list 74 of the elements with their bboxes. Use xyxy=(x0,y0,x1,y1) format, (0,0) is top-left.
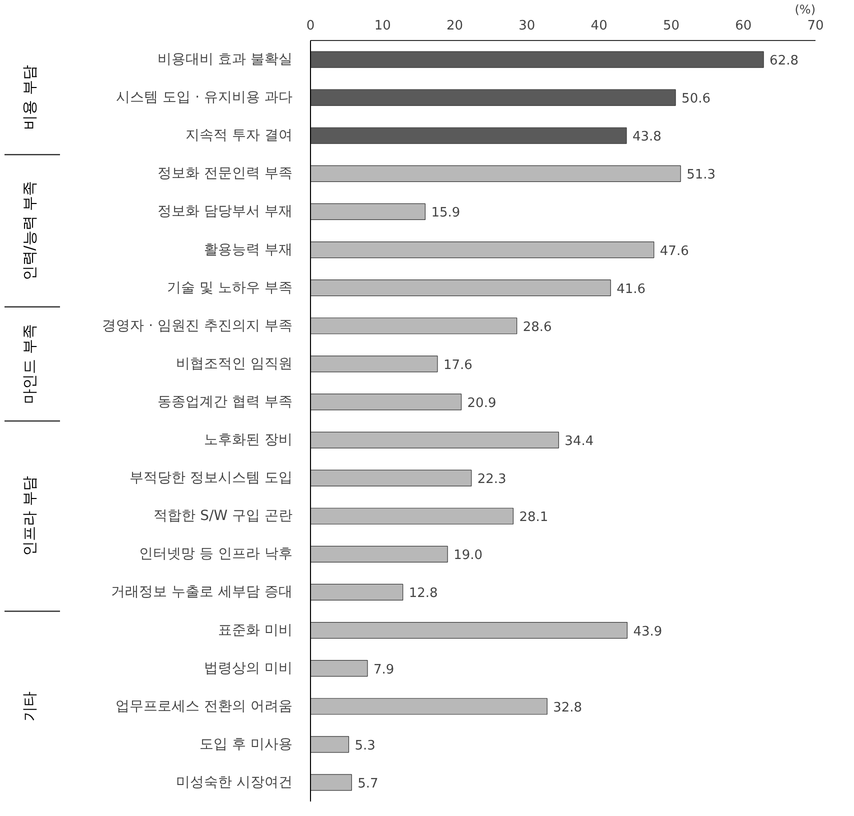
data-label: 32.8 xyxy=(553,700,582,716)
y-tick-label: 비용대비 효과 불확실 xyxy=(158,52,293,68)
y-tick-label: 정보화 담당부서 부재 xyxy=(158,204,293,220)
data-label: 28.6 xyxy=(522,320,552,335)
bar xyxy=(310,470,472,486)
x-tick-label: 30 xyxy=(518,18,536,34)
data-label: 43.9 xyxy=(633,624,662,640)
data-label: 47.6 xyxy=(660,244,689,259)
bar xyxy=(310,51,764,68)
data-label: 5.3 xyxy=(354,738,376,754)
y-tick-label: 적합한 S/W 구입 곤란 xyxy=(154,508,292,524)
bar xyxy=(310,432,559,448)
y-tick-label: 업무프로세스 전환의 어려움 xyxy=(116,698,293,714)
y-tick-label: 표준화 미비 xyxy=(218,622,293,638)
bar xyxy=(310,394,462,410)
bar xyxy=(310,241,654,258)
y-tick-label: 미성숙한 시장여건 xyxy=(176,774,293,790)
bar xyxy=(310,318,518,334)
bar xyxy=(310,774,352,791)
y-tick-label: 경영자 · 임원진 추진의지 부족 xyxy=(102,318,293,334)
y-tick-label: 비협조적인 임직원 xyxy=(176,356,293,372)
data-label: 43.8 xyxy=(632,130,662,145)
y-tick-label: 부적당한 정보시스템 도입 xyxy=(130,470,293,486)
data-label: 50.6 xyxy=(682,92,710,107)
bar xyxy=(310,698,548,715)
y-tick-label: 기술 및 노하우 부족 xyxy=(167,280,293,296)
bar xyxy=(310,89,676,106)
data-label: 5.7 xyxy=(358,776,378,792)
bar xyxy=(310,584,404,601)
x-tick-label: 40 xyxy=(590,18,608,34)
text: 인프라 부담 xyxy=(20,476,39,556)
y-tick-label: 정보화 전문인력 부족 xyxy=(158,166,293,182)
y-tick-label: 시스템 도입 · 유지비용 과다 xyxy=(116,90,293,106)
bar xyxy=(310,508,514,524)
bar xyxy=(310,127,627,144)
bar xyxy=(310,660,368,677)
x-tick-label: 0 xyxy=(306,18,315,34)
bar xyxy=(310,622,628,639)
data-label: 28.1 xyxy=(519,510,548,526)
data-label: 51.3 xyxy=(686,168,716,183)
data-label: 22.3 xyxy=(477,472,506,488)
text: 인력/능력 부족 xyxy=(20,180,39,281)
y-tick-label: 활용능력 부재 xyxy=(204,242,293,258)
bar xyxy=(310,736,350,753)
bar xyxy=(310,165,681,182)
y-tick-label: 동종업계간 협력 부족 xyxy=(158,394,293,410)
text: 비용 부담 xyxy=(20,65,39,130)
bar xyxy=(310,203,426,220)
bar xyxy=(310,546,448,562)
x-tick-label: 60 xyxy=(735,18,752,34)
x-tick-label: 10 xyxy=(374,18,391,34)
data-label: 34.4 xyxy=(564,434,594,450)
text: 기타 xyxy=(20,691,39,722)
x-axis-title: (%) xyxy=(794,2,816,16)
y-tick-label: 법령상의 미비 xyxy=(204,660,293,676)
y-tick-label: 도입 후 미사용 xyxy=(200,736,293,752)
data-label: 12.8 xyxy=(408,586,438,602)
x-tick-label: 20 xyxy=(446,18,464,34)
bar xyxy=(310,280,611,296)
bar xyxy=(310,356,438,372)
data-label: 19.0 xyxy=(454,548,483,564)
y-tick-label: 인터넷망 등 인프라 낙후 xyxy=(139,546,293,562)
y-tick-label: 지속적 투자 결여 xyxy=(186,128,293,144)
y-tick-label: 노후화된 장비 xyxy=(204,432,293,448)
x-tick-label: 50 xyxy=(662,18,680,34)
data-label: 17.6 xyxy=(443,358,472,373)
text: 마인드 부족 xyxy=(20,324,39,404)
x-tick-label: 70 xyxy=(807,18,824,34)
data-label: 20.9 xyxy=(467,396,496,411)
data-label: 15.9 xyxy=(431,206,460,221)
data-label: 62.8 xyxy=(770,54,799,69)
data-label: 41.6 xyxy=(616,282,646,297)
y-tick-label: 거래정보 누출로 세부담 증대 xyxy=(111,584,293,600)
data-label: 7.9 xyxy=(373,662,394,678)
